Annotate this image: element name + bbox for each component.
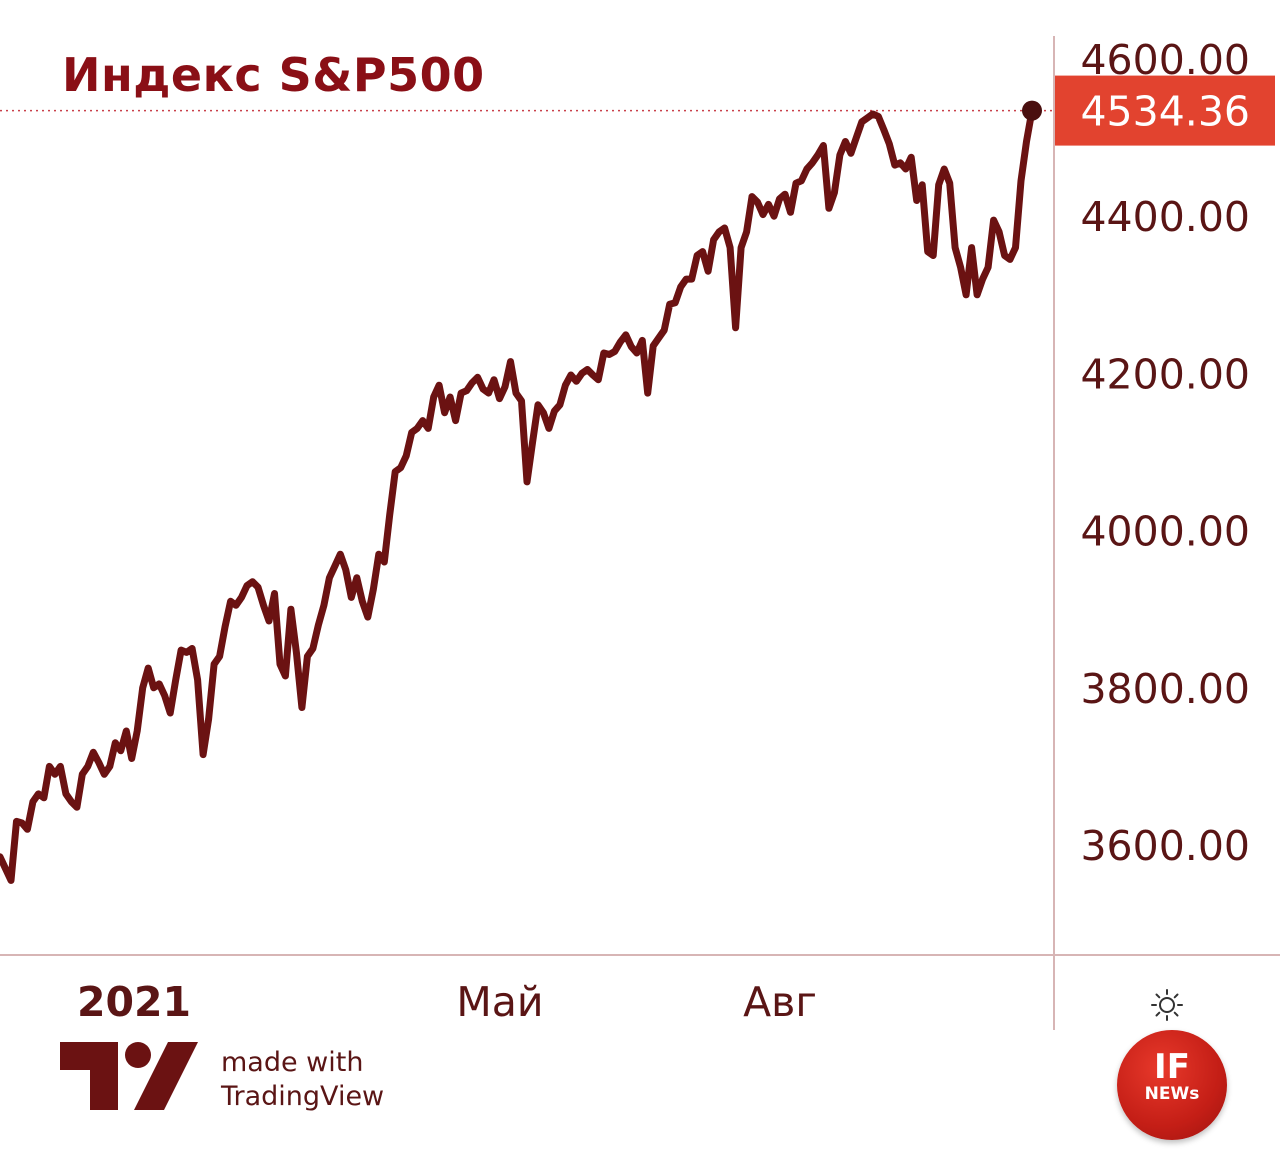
badge-bottom-text: NEWs (1144, 1084, 1200, 1104)
x-tick-label: Авг (743, 978, 817, 1026)
y-tick-label: 4200.00 (1080, 350, 1250, 398)
ifnews-logo-badge: IF NEWs (1117, 1030, 1227, 1140)
y-tick-label: 4400.00 (1080, 193, 1250, 241)
sun-icon[interactable] (1150, 988, 1184, 1022)
x-tick-label: 2021 (77, 978, 191, 1026)
tradingview-logo-icon[interactable] (60, 1042, 198, 1110)
current-price-label: 4534.36 (1055, 75, 1275, 146)
credit-line-2: TradingView (221, 1081, 385, 1112)
badge-top-text: IF (1154, 1047, 1190, 1087)
current-price-label-bg (1055, 75, 1275, 146)
last-point-marker (1022, 100, 1042, 121)
y-tick-label: 3800.00 (1080, 665, 1250, 713)
current-price-label-text: 4534.36 (1080, 88, 1250, 136)
x-axis-ticks: 2021 Май Авг (77, 978, 817, 1026)
tradingview-credit[interactable]: made with TradingView (221, 1046, 384, 1114)
y-axis-ticks: 4600.004400.004200.004000.003800.003600.… (1080, 36, 1250, 870)
series-line (0, 107, 1036, 884)
y-tick-label: 4000.00 (1080, 508, 1250, 556)
credit-line-1: made with (221, 1047, 364, 1078)
x-tick-label: Май (456, 978, 543, 1026)
chart-title: Индекс S&P500 (62, 48, 485, 102)
y-tick-label: 3600.00 (1080, 822, 1250, 870)
